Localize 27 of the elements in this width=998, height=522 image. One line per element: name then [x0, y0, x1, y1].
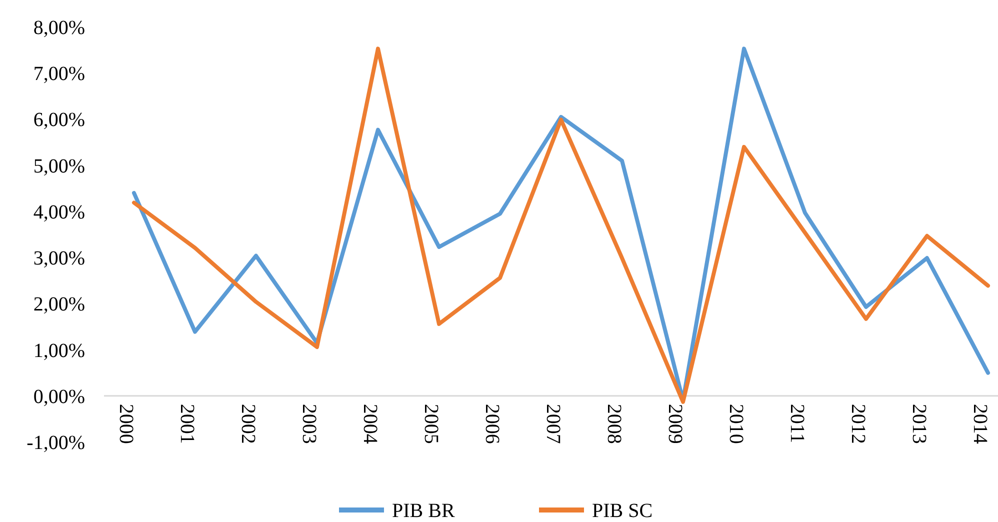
- y-tick-label: 4,00%: [33, 201, 85, 224]
- x-tick-label: 2008: [603, 404, 625, 444]
- legend-label: PIB SC: [592, 500, 653, 522]
- y-tick-label: 3,00%: [33, 248, 85, 270]
- x-tick-label: 2002: [237, 404, 259, 444]
- y-tick-label: 2,00%: [33, 294, 85, 316]
- x-tick-label: 2014: [969, 404, 991, 444]
- x-tick-label: 2007: [542, 404, 564, 444]
- x-tick-label: 2000: [115, 404, 137, 444]
- y-tick-label: 8,00%: [33, 17, 85, 39]
- legend-label: PIB BR: [392, 500, 456, 522]
- x-tick-label: 2010: [725, 404, 747, 444]
- x-tick-label: 2003: [298, 404, 320, 444]
- x-tick-label: 2004: [359, 404, 381, 444]
- x-tick-label: 2009: [664, 404, 686, 444]
- x-tick-label: 2011: [786, 404, 808, 444]
- x-tick-label: 2005: [420, 404, 442, 444]
- y-tick-label: 1,00%: [33, 340, 85, 362]
- y-tick-label: 6,00%: [33, 109, 85, 132]
- x-tick-label: 2013: [908, 404, 930, 444]
- x-tick-label: 2012: [847, 404, 869, 444]
- x-tick-label: 2001: [176, 404, 198, 444]
- y-tick-label: -1,00%: [26, 432, 85, 454]
- y-tick-label: 0,00%: [33, 386, 85, 408]
- y-tick-label: 7,00%: [33, 63, 85, 86]
- x-tick-label: 2006: [481, 404, 503, 444]
- y-tick-label: 5,00%: [33, 155, 85, 178]
